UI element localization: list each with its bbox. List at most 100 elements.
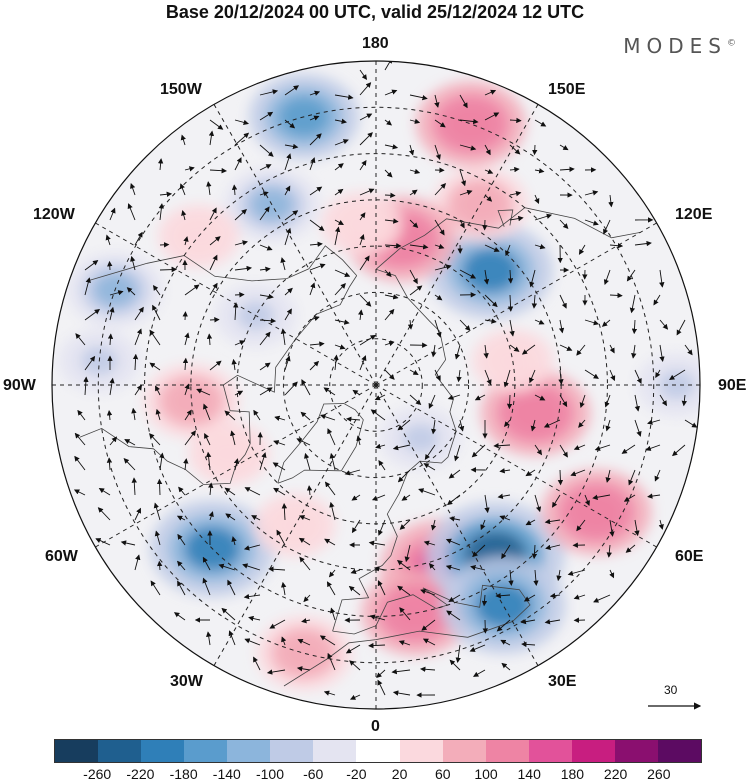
wind-vector: [455, 644, 461, 663]
colorbar-tick-label: -220: [126, 766, 155, 782]
wind-vector: [209, 317, 220, 323]
wind-vector: [501, 544, 511, 560]
wind-vector: [327, 652, 336, 671]
vector-scale-label: 30: [664, 683, 678, 697]
colorbar-tick-label: 100: [474, 766, 498, 782]
anomaly-blob: [494, 346, 532, 376]
wind-vector: [134, 384, 143, 396]
wind-vector: [83, 376, 89, 396]
wind-vector: [208, 130, 215, 146]
colorbar-tick-label: 260: [647, 766, 671, 782]
wind-vector: [422, 638, 436, 646]
wind-vector: [359, 69, 368, 81]
wind-vector: [559, 166, 575, 173]
wind-vector: [445, 538, 461, 546]
wind-vector: [509, 144, 521, 155]
wind-vector: [559, 344, 573, 351]
wind-vector: [529, 369, 536, 384]
wind-vector: [534, 168, 545, 174]
wind-vector: [384, 269, 392, 278]
wind-vector: [359, 334, 376, 346]
wind-vector: [507, 269, 514, 284]
wind-vector: [684, 419, 698, 428]
wind-vector: [323, 387, 336, 396]
wind-vector: [506, 394, 513, 410]
wind-vector: [544, 518, 561, 525]
wind-vector: [234, 292, 245, 298]
wind-vector: [523, 594, 536, 602]
wind-vector: [273, 440, 286, 446]
wind-vector: [184, 409, 192, 421]
wind-vector: [109, 436, 118, 446]
wind-vector: [244, 638, 261, 646]
colorbar-tick-label: -100: [255, 766, 285, 782]
wind-vector: [609, 243, 624, 249]
wind-vector: [608, 194, 614, 208]
wind-vector: [259, 452, 267, 471]
wind-vector: [509, 215, 524, 222]
wind-vector: [180, 134, 186, 146]
wind-vector: [182, 311, 188, 321]
wind-vector: [520, 618, 536, 625]
wind-vector: [359, 355, 367, 371]
wind-vector: [578, 419, 586, 428]
wind-vector: [284, 210, 299, 221]
colorbar-segment: [141, 740, 185, 762]
wind-vector: [131, 407, 137, 421]
wind-vector: [573, 594, 586, 600]
wind-vector: [95, 538, 111, 546]
wind-vector: [404, 544, 411, 563]
wind-vector: [397, 419, 411, 431]
wind-vector: [228, 630, 236, 646]
colorbar-segment: [614, 740, 658, 762]
wind-vector: [284, 308, 292, 321]
wind-vector: [459, 94, 468, 109]
wind-vector: [409, 285, 423, 296]
wind-vector: [559, 294, 567, 309]
wind-vector: [454, 344, 461, 360]
colorbar-ticks: -260 -220 -180 -140 -100 -60 -20 20 60 100 140 180 2…: [54, 766, 702, 782]
wind-vector: [184, 430, 196, 446]
colorbar-segment: [356, 740, 400, 762]
wind-vector: [484, 112, 500, 121]
wind-vector: [368, 642, 386, 649]
wind-vector: [224, 410, 236, 421]
brand-logo: MODES©: [623, 34, 736, 58]
wind-vector: [349, 660, 361, 671]
wind-vector: [534, 194, 540, 205]
wind-vector: [334, 188, 344, 196]
wind-vector: [584, 190, 599, 196]
wind-vector: [609, 569, 615, 579]
anomaly-blob: [169, 384, 214, 418]
wind-vector: [521, 344, 536, 355]
wind-vector: [603, 219, 611, 235]
wind-vector: [184, 284, 200, 296]
wind-vector: [534, 244, 546, 250]
colorbar-tick-label: -180: [169, 766, 198, 782]
wind-vector: [309, 133, 322, 146]
wind-vector: [508, 569, 514, 586]
wind-vector: [556, 569, 562, 582]
wind-vector: [534, 444, 543, 456]
wind-vector: [97, 507, 111, 521]
wind-vector: [334, 139, 349, 146]
wind-vector: [634, 369, 642, 385]
wind-vector: [459, 169, 467, 187]
colorbar-segment: [399, 740, 443, 762]
wind-vector: [127, 203, 136, 221]
wind-vector: [107, 333, 114, 346]
wind-vector: [570, 469, 586, 477]
wind-vector: [634, 240, 652, 247]
wind-vector: [603, 269, 611, 286]
wind-vector: [156, 478, 163, 496]
wind-vector: [259, 206, 270, 221]
wind-vector: [605, 419, 611, 432]
lon-label-90e: 90E: [718, 377, 747, 394]
wind-vector: [74, 455, 86, 471]
wind-vector: [284, 185, 291, 196]
coastline: [497, 209, 514, 227]
wind-vector: [493, 443, 511, 449]
wind-vector: [434, 144, 441, 161]
wind-vector: [573, 444, 586, 451]
wind-vector: [409, 168, 421, 175]
